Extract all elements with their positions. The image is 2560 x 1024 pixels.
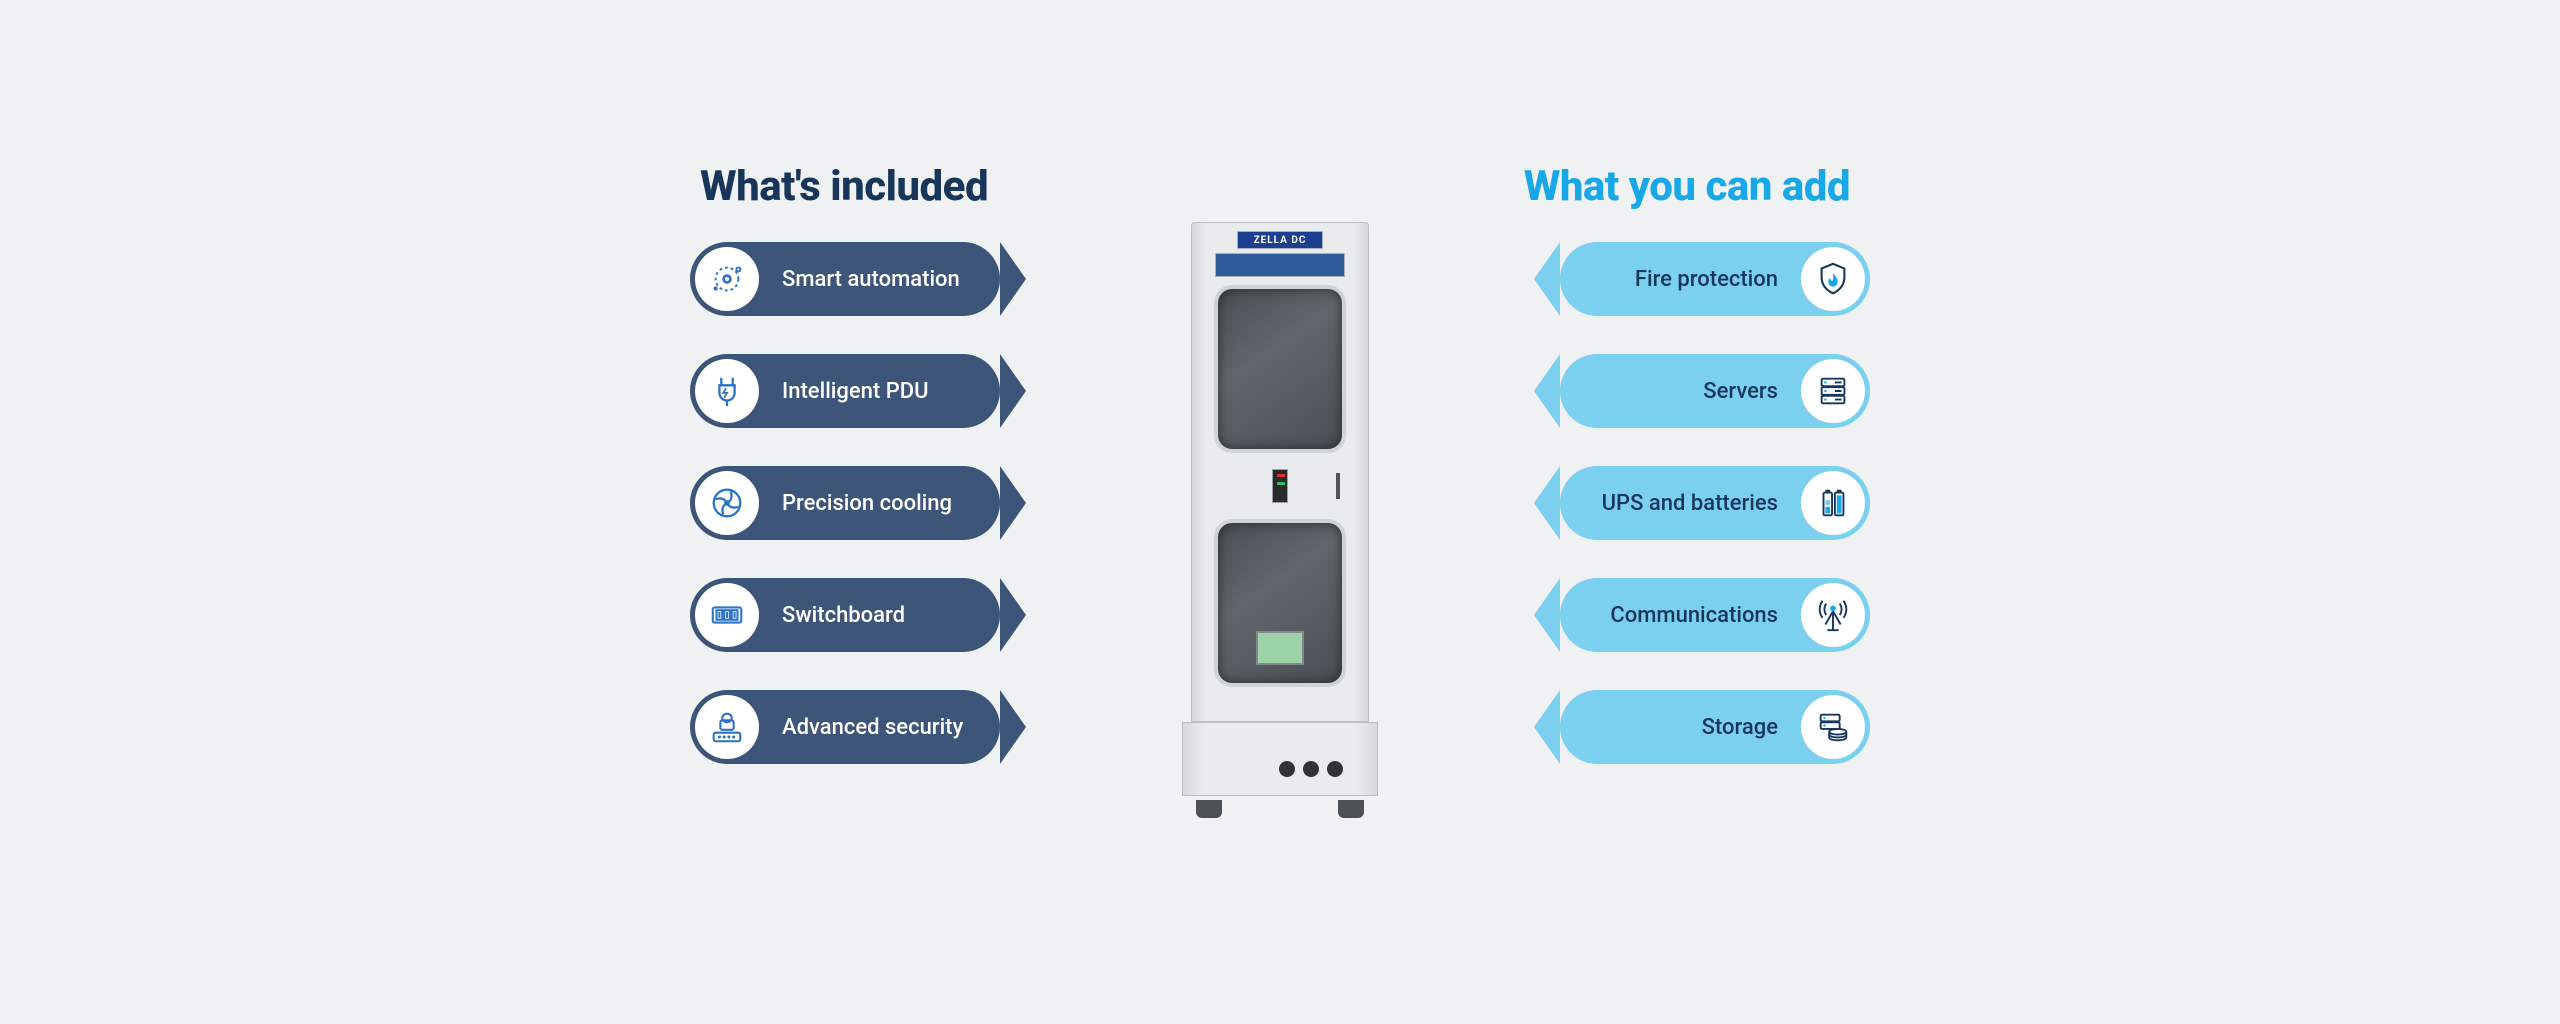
battery-icon [1801, 471, 1865, 535]
automation-icon [695, 247, 759, 311]
heading-addons: What you can add [1524, 162, 1850, 211]
addons-column: Fire protection Servers [1560, 242, 1870, 764]
pill-label: Servers [1703, 379, 1778, 404]
pill-servers: Servers [1560, 354, 1870, 428]
cooling-icon [695, 471, 759, 535]
pill-smart-automation: Smart automation [690, 242, 1000, 316]
pill-label: Advanced security [782, 715, 963, 740]
fire-icon [1801, 247, 1865, 311]
pill-label: UPS and batteries [1602, 491, 1778, 516]
heading-included: What's included [700, 162, 988, 211]
pill-label: Precision cooling [782, 491, 952, 516]
comms-icon [1801, 583, 1865, 647]
infographic: What's included What you can add Smart a… [320, 142, 2240, 882]
pill-label: Switchboard [782, 603, 905, 628]
servers-icon [1801, 359, 1865, 423]
storage-icon [1801, 695, 1865, 759]
cabinet-brand: ZELLA DC [1237, 231, 1323, 249]
pill-fire-protection: Fire protection [1560, 242, 1870, 316]
pdu-icon [695, 359, 759, 423]
pill-advanced-security: Advanced security [690, 690, 1000, 764]
pill-label: Fire protection [1635, 267, 1778, 292]
pill-communications: Communications [1560, 578, 1870, 652]
pill-label: Communications [1610, 603, 1778, 628]
pill-label: Storage [1702, 715, 1778, 740]
pill-label: Smart automation [782, 267, 960, 292]
pill-precision-cooling: Precision cooling [690, 466, 1000, 540]
pill-storage: Storage [1560, 690, 1870, 764]
pill-switchboard: Switchboard [690, 578, 1000, 652]
pill-intelligent-pdu: Intelligent PDU [690, 354, 1000, 428]
server-cabinet: ZELLA DC [1191, 222, 1369, 818]
included-column: Smart automation Intelligent PDU [690, 242, 1000, 764]
pill-label: Intelligent PDU [782, 379, 929, 404]
switchboard-icon [695, 583, 759, 647]
security-icon [695, 695, 759, 759]
pill-ups-batteries: UPS and batteries [1560, 466, 1870, 540]
